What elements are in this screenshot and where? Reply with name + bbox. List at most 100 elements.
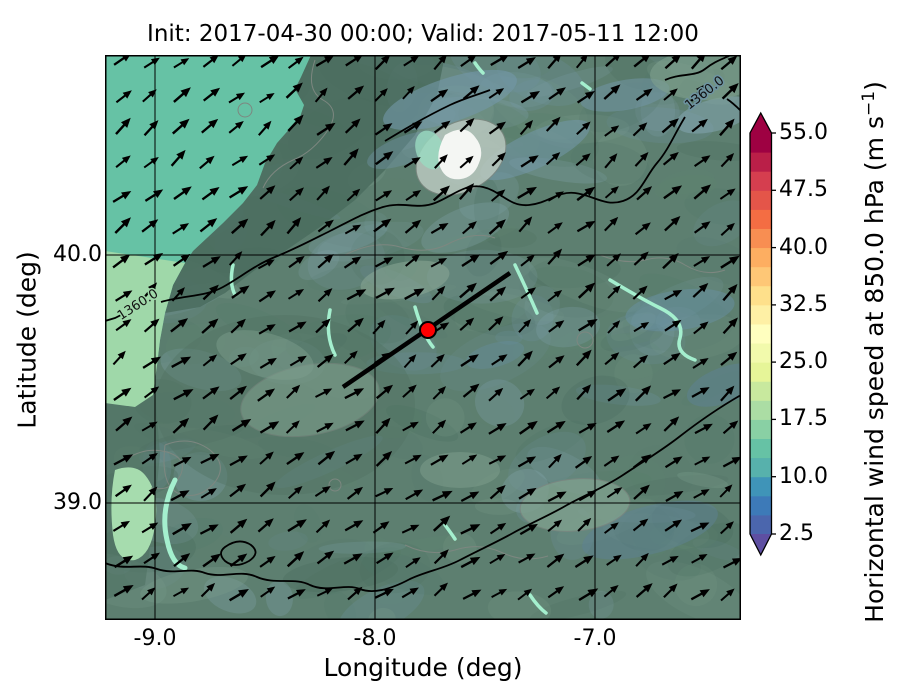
wind-arrow [632,354,649,369]
colorbar-tick-label: 32.5 [779,291,828,317]
wind-arrow [285,420,300,434]
wind-arrow [459,282,477,299]
wind-arrow [488,219,506,235]
wind-arrow [257,259,275,270]
wind-arrow [287,56,304,69]
wind-arrow [545,386,561,400]
wind-arrow [663,389,682,400]
wind-arrow [663,416,680,432]
wind-arrow [603,584,619,598]
wind-arrow [172,522,192,536]
wind-arrow [691,118,708,133]
wind-arrow [115,290,133,302]
wind-arrow [286,217,302,235]
colorbar-segment [750,495,772,516]
wind-arrow [404,454,422,465]
wind-arrow [720,521,734,535]
wind-arrow [202,386,220,400]
y-tick-label-40: 40.0 [53,242,102,267]
colorbar-segment [750,190,772,210]
colorbar-segment [750,381,772,401]
wind-arrow [115,416,133,432]
colorbar-segment [750,171,772,191]
wind-arrow [172,417,190,434]
wind-arrow [143,57,160,69]
colorbar-segment [750,362,772,382]
wind-arrow [691,387,710,398]
wind-arrow [430,354,445,368]
wind-arrow [462,589,482,600]
wind-arrow [460,354,479,367]
wind-arrow [431,285,446,301]
wind-arrow [604,125,620,137]
wind-arrow [375,487,394,498]
wind-arrow [315,157,333,169]
wind-arrow [693,256,711,267]
wind-arrow [546,420,566,434]
wind-arrow [113,387,132,401]
wind-arrow [433,582,448,597]
wind-arrow [229,455,248,467]
wind-arrow [606,554,622,566]
wind-arrow [374,123,393,136]
wind-arrow [517,186,537,200]
colorbar-tick-label: 55.0 [779,120,828,145]
blue-patch [686,363,741,407]
wind-arrow [173,186,192,200]
wind-arrow [141,522,159,534]
wind-arrow [347,85,365,100]
wind-arrow [691,553,708,564]
white-snow-patch [438,129,482,180]
wind-arrow [430,222,449,235]
colorbar-segment [750,323,772,344]
wind-arrow [460,556,481,569]
wind-arrow [231,418,252,432]
wind-arrow [229,553,248,568]
wind-arrow [488,387,504,402]
wind-arrow [173,456,192,467]
blue-patch [480,119,590,181]
wind-arrow [432,386,447,400]
wind-arrow [173,553,191,567]
wind-arrow [170,149,186,167]
wind-arrow [375,384,394,400]
wind-arrow [547,491,567,503]
colorbar-segment [750,209,772,229]
wind-arrow [316,588,334,597]
wind-arrow [663,352,681,366]
wind-arrow [720,385,735,402]
wind-arrow [199,524,219,535]
wind-arrow [173,58,190,69]
wind-arrow [663,583,678,599]
wind-arrow [520,287,537,300]
wind-arrow [143,552,160,565]
wind-arrow [405,557,421,569]
wind-arrow [462,221,477,235]
wind-arrow [259,451,274,465]
wind-arrow [170,318,189,333]
wind-arrow [375,417,391,434]
wind-arrow [460,55,477,67]
wind-arrow [662,252,679,270]
wind-arrow [403,157,421,169]
wind-arrow [344,520,364,532]
wind-arrow [720,351,738,366]
wind-arrow [202,414,219,431]
wind-arrow [260,55,280,69]
wind-arrow [635,583,653,598]
wind-arrow [576,186,596,202]
wind-arrow [575,153,591,167]
wind-arrow [257,388,276,402]
wind-arrow [403,354,417,369]
wind-arrow [200,453,220,465]
wind-arrow [461,254,481,267]
wind-arrow [578,422,597,434]
wind-arrow [575,55,588,69]
plot-title: Init: 2017-04-30 00:00; Valid: 2017-05-1… [147,21,699,47]
wind-arrow [229,385,247,401]
wind-arrow [259,421,280,434]
wind-arrow [460,524,481,535]
blue-patch [580,78,670,112]
wind-arrow [259,481,276,498]
wind-arrow [171,118,190,135]
